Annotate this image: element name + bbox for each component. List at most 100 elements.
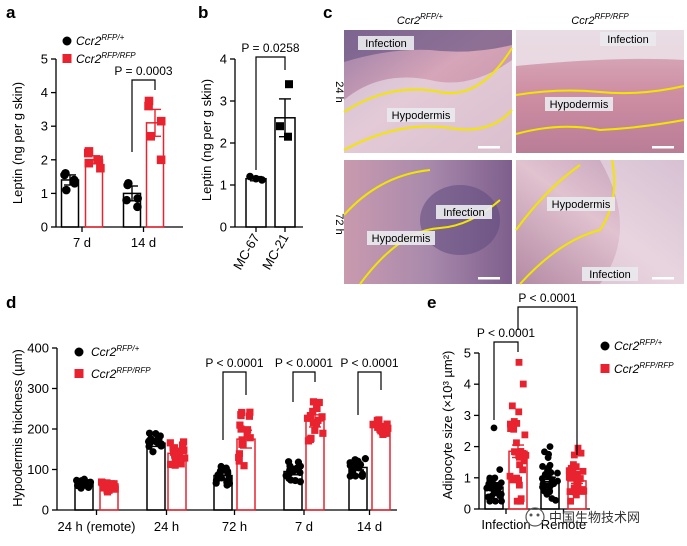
tile-2-label-infection: Infection bbox=[607, 34, 649, 46]
d-ytick-label: 400 bbox=[27, 341, 49, 356]
d-point bbox=[240, 462, 248, 470]
a-xtick-label: 7 d bbox=[73, 235, 91, 250]
e-point bbox=[486, 484, 494, 492]
scale-bar bbox=[652, 146, 674, 149]
e-point bbox=[508, 402, 516, 410]
tile-3-label-infection: Infection bbox=[443, 207, 485, 219]
d-point bbox=[243, 430, 251, 438]
e-point bbox=[507, 425, 514, 432]
e-point bbox=[574, 444, 582, 452]
e-point bbox=[521, 431, 529, 439]
panel-d-legend: Ccr2RFP/+ Ccr2RFP/RFP bbox=[74, 344, 151, 381]
e-ytick-label: 0 bbox=[464, 502, 471, 517]
d-point bbox=[223, 481, 231, 489]
d-point bbox=[346, 472, 354, 480]
d-point bbox=[346, 461, 354, 470]
d-point bbox=[351, 472, 360, 480]
e-point bbox=[579, 467, 587, 475]
d-point bbox=[318, 413, 326, 421]
e-point bbox=[539, 463, 546, 470]
d-point bbox=[375, 416, 383, 424]
a-point bbox=[123, 180, 132, 190]
b-point bbox=[285, 80, 293, 89]
panel-d: d Hypodermis thickness (µm) Ccr2RFP/+ Cc… bbox=[6, 293, 399, 534]
d-point bbox=[351, 456, 359, 464]
a-point bbox=[62, 185, 71, 195]
d-point bbox=[154, 432, 162, 440]
d-point bbox=[237, 425, 245, 433]
panel-e-legend: Ccr2RFP/+ Ccr2RFP/RFP bbox=[600, 338, 674, 376]
b-bar bbox=[245, 177, 267, 228]
d-point bbox=[236, 421, 244, 429]
a-point bbox=[94, 155, 103, 165]
histology-tile-24h-ko: Infection Hypodermis bbox=[515, 30, 685, 153]
legend-wt-marker bbox=[600, 341, 610, 351]
a-ytick-label: 2 bbox=[41, 152, 48, 167]
tile-2-label-hypodermis: Hypodermis bbox=[550, 99, 609, 111]
d-bar bbox=[371, 426, 391, 511]
panel-d-label: d bbox=[6, 293, 16, 312]
d-point bbox=[166, 439, 174, 447]
e-point bbox=[513, 474, 521, 482]
b-xtick-label: MC-21 bbox=[259, 231, 291, 272]
e-ytick-label: 1 bbox=[464, 470, 471, 485]
e-point bbox=[567, 497, 574, 505]
panel-c-col-title-2: Ccr2RFP/RFP bbox=[571, 12, 629, 27]
d-bar bbox=[236, 438, 256, 511]
e-point bbox=[572, 489, 580, 496]
legend-ko-marker bbox=[600, 364, 610, 373]
tile-3-label-hypodermis: Hypodermis bbox=[372, 233, 431, 245]
e-point bbox=[520, 457, 528, 465]
d-point bbox=[369, 420, 377, 428]
a-xtick-label: 14 d bbox=[131, 235, 156, 250]
a-point bbox=[84, 158, 94, 168]
e-point bbox=[545, 450, 552, 458]
legend-wt-marker bbox=[62, 36, 72, 46]
d-point bbox=[167, 460, 175, 469]
d-point bbox=[145, 429, 154, 437]
e-ytick-label: 5 bbox=[464, 346, 471, 361]
b-xtick-label: MC-67 bbox=[230, 231, 262, 272]
panel-a-legend: Ccr2RFP/+ Ccr2RFP/RFP bbox=[62, 33, 136, 66]
d-point bbox=[212, 479, 220, 487]
b-ytick-label: 2 bbox=[220, 136, 227, 151]
a-ytick-label: 0 bbox=[41, 220, 48, 235]
a-point bbox=[156, 155, 166, 165]
a-ytick-label: 4 bbox=[41, 85, 48, 100]
a-point bbox=[61, 168, 70, 178]
e-point bbox=[566, 488, 574, 496]
d-ytick-label: 100 bbox=[27, 462, 49, 477]
a-point bbox=[133, 202, 142, 212]
b-point bbox=[258, 176, 266, 184]
d-point bbox=[311, 426, 319, 434]
d-point bbox=[238, 440, 246, 448]
e-point bbox=[515, 358, 523, 366]
d-significance-label: P < 0.0001 bbox=[340, 356, 398, 370]
a-point bbox=[122, 195, 131, 205]
e-point bbox=[498, 497, 505, 505]
d-ytick-label: 200 bbox=[27, 422, 49, 437]
e-point bbox=[492, 497, 499, 505]
e-point bbox=[546, 443, 554, 450]
d-ytick-label: 300 bbox=[27, 381, 49, 396]
histology-tile-72h-ko: Hypodermis Infection bbox=[515, 159, 684, 285]
e-xtick-label: Infection bbox=[481, 517, 530, 532]
e-point bbox=[543, 482, 551, 490]
b-point bbox=[276, 122, 284, 131]
e-point bbox=[570, 451, 578, 459]
legend-ko-text: Ccr2RFP/RFP bbox=[91, 366, 151, 381]
e-point bbox=[490, 424, 498, 432]
watermark: 中国生物技术网 bbox=[525, 507, 640, 527]
panel-c-row-label-1: 24 h bbox=[333, 81, 345, 102]
b-ytick-label: 0 bbox=[220, 220, 227, 235]
b-significance-label: P = 0.0258 bbox=[241, 41, 299, 55]
e-significance-label: P < 0.0001 bbox=[477, 326, 535, 340]
a-ytick-label: 5 bbox=[41, 52, 48, 67]
legend-wt-text: Ccr2RFP/+ bbox=[76, 33, 125, 48]
d-point bbox=[73, 476, 81, 484]
d-xtick-label: 72 h bbox=[222, 519, 247, 534]
d-point bbox=[246, 408, 254, 416]
d-point bbox=[358, 470, 367, 478]
e-point bbox=[488, 492, 496, 500]
scale-bar bbox=[478, 277, 500, 280]
